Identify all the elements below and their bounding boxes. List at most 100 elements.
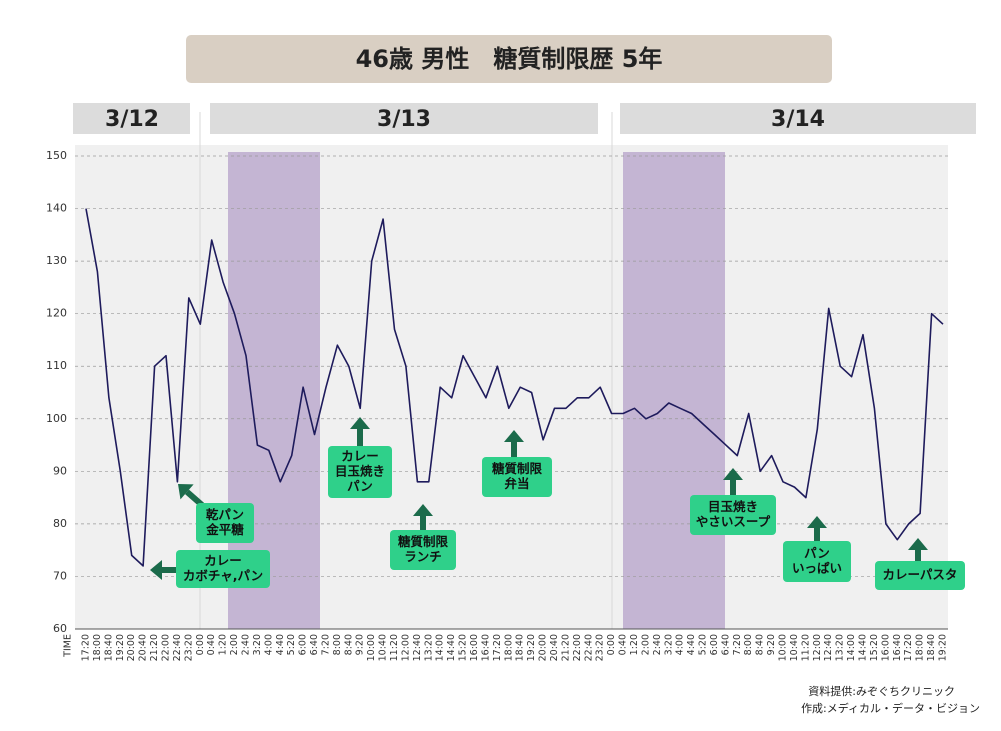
- date-bar: [620, 103, 976, 134]
- date-bar: [73, 103, 190, 134]
- x-tick-label: 16:00: [880, 634, 891, 661]
- x-tick-label: 21:20: [560, 634, 571, 661]
- x-tick-label: 5:20: [698, 634, 709, 655]
- x-tick-label: 16:40: [892, 634, 903, 661]
- annotation-arrow-head: [908, 538, 928, 550]
- annotation-box: [328, 446, 392, 498]
- x-tick-label: 19:20: [526, 634, 537, 661]
- annotation-box: [783, 541, 851, 582]
- x-tick-label: 20:00: [126, 634, 137, 661]
- credit: 資料提供:みぞぐちクリニック: [808, 684, 955, 698]
- x-tick-label: 5:20: [286, 634, 297, 655]
- x-tick-label: 20:40: [549, 634, 560, 661]
- x-tick-label: 12:40: [823, 634, 834, 661]
- y-tick-label: 140: [46, 202, 67, 215]
- annotation-text: やさいスープ: [696, 514, 771, 529]
- chart-title: 46歳 男性 糖質制限歴 5年: [356, 45, 663, 73]
- annotation-arrow-head: [723, 468, 743, 480]
- x-tick-label: 15:20: [458, 634, 469, 661]
- y-tick-label: 150: [46, 149, 67, 162]
- y-tick-label: 90: [53, 464, 67, 477]
- x-tick-label: 6:00: [298, 634, 309, 655]
- x-tick-label: 8:00: [743, 634, 754, 655]
- date-bar: [210, 103, 598, 134]
- x-tick-label: 8:00: [332, 634, 343, 655]
- x-tick-label: 6:00: [709, 634, 720, 655]
- x-tick-label: 18:00: [503, 634, 514, 661]
- annotation-text: 目玉焼き: [708, 499, 758, 514]
- x-tick-label: 16:00: [469, 634, 480, 661]
- x-tick-label: 4:40: [275, 634, 286, 655]
- x-tick-label: 4:00: [675, 634, 686, 655]
- x-tick-label: 14:40: [858, 634, 869, 661]
- x-tick-label: 12:00: [400, 634, 411, 661]
- x-tick-label: 22:00: [160, 634, 171, 661]
- x-tick-label: 0:00: [195, 634, 206, 655]
- x-tick-label: 3:20: [663, 634, 674, 655]
- x-tick-label: 13:20: [835, 634, 846, 661]
- x-tick-label: 16:40: [480, 634, 491, 661]
- annotation-text: ランチ: [404, 549, 442, 564]
- date-label: 3/13: [377, 107, 431, 132]
- night-band: [623, 152, 725, 629]
- credit: 作成:メディカル・データ・ビジョン: [801, 701, 980, 715]
- title-box: [186, 35, 832, 83]
- x-tick-label: 1:20: [629, 634, 640, 655]
- annotation-text: 乾パン: [206, 507, 244, 522]
- glucose-line: [85, 208, 944, 567]
- x-tick-label: 17:20: [903, 634, 914, 661]
- annotation-arrow-head: [504, 430, 524, 442]
- x-tick-label: 7:20: [320, 634, 331, 655]
- y-tick-label: 130: [46, 254, 67, 267]
- date-label: 3/12: [105, 107, 159, 132]
- y-tick-label: 120: [46, 307, 67, 320]
- x-tick-label: 10:40: [378, 634, 389, 661]
- annotation-arrow-head: [150, 560, 162, 580]
- y-tick-label: 110: [46, 359, 67, 372]
- x-tick-label: 11:20: [389, 634, 400, 661]
- x-tick-label: 9:20: [355, 634, 366, 655]
- x-tick-label: 19:20: [115, 634, 126, 661]
- x-tick-label: 12:00: [812, 634, 823, 661]
- annotation-box: [875, 561, 965, 590]
- x-tick-label: 20:00: [538, 634, 549, 661]
- x-tick-label: 10:00: [778, 634, 789, 661]
- x-tick-label: 18:00: [92, 634, 103, 661]
- x-tick-label: 18:40: [926, 634, 937, 661]
- x-tick-label: 22:40: [583, 634, 594, 661]
- x-tick-label: 18:00: [915, 634, 926, 661]
- x-tick-label: 14:00: [435, 634, 446, 661]
- annotation-text: カレーパスタ: [883, 567, 958, 582]
- x-tick-label: 8:40: [755, 634, 766, 655]
- annotation-box: [196, 503, 254, 543]
- x-tick-label: 22:40: [172, 634, 183, 661]
- x-tick-label: 2:40: [652, 634, 663, 655]
- x-tick-label: 3:20: [252, 634, 263, 655]
- x-tick-label: 0:00: [606, 634, 617, 655]
- annotation-text: カレー: [204, 553, 242, 568]
- y-tick-label: 60: [53, 622, 67, 635]
- annotation-text: 糖質制限: [398, 534, 449, 549]
- x-tick-label: 13:20: [423, 634, 434, 661]
- annotation-box: [482, 457, 552, 497]
- annotation-text: 弁当: [504, 476, 529, 491]
- annotation-text: いっぱい: [792, 561, 842, 576]
- x-tick-label: 12:40: [412, 634, 423, 661]
- annotation-text: パン: [347, 479, 373, 494]
- y-tick-label: 70: [53, 569, 67, 582]
- x-tick-label: 23:20: [183, 634, 194, 661]
- annotation-box: [390, 530, 456, 570]
- annotation-arrow-head: [413, 504, 433, 516]
- x-tick-label: 11:20: [800, 634, 811, 661]
- annotation-arrow-head: [178, 484, 194, 500]
- x-tick-label: 0:40: [206, 634, 217, 655]
- x-tick-label: 14:40: [446, 634, 457, 661]
- x-tick-label: 1:20: [218, 634, 229, 655]
- annotation-arrow-head: [350, 417, 370, 429]
- x-tick-label: 10:40: [789, 634, 800, 661]
- annotation-arrow-shaft: [185, 489, 204, 508]
- annotation-text: カボチャ,パン: [183, 568, 263, 583]
- x-tick-label: 2:00: [640, 634, 651, 655]
- x-tick-label: 10:00: [366, 634, 377, 661]
